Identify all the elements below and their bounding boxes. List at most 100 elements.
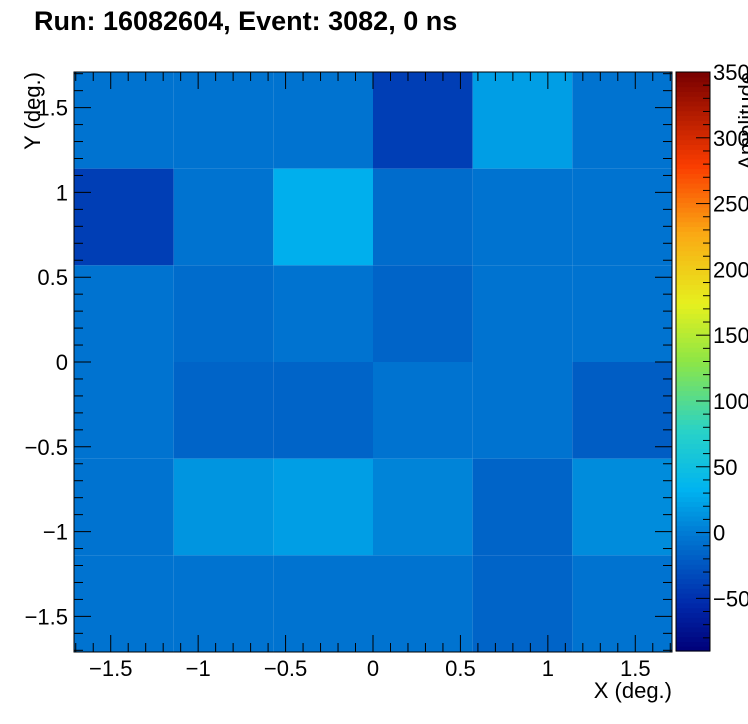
colorbar-segment <box>676 631 710 638</box>
colorbar-segment <box>676 467 710 474</box>
colorbar-segment <box>676 559 710 565</box>
colorbar-segment <box>676 308 710 314</box>
colorbar-segment <box>676 433 710 440</box>
y-tick-label: 1 <box>56 180 68 205</box>
colorbar-segment <box>676 129 710 136</box>
heatmap-cell <box>173 362 274 459</box>
heatmap-cell <box>173 168 274 266</box>
x-tick-label: 0 <box>367 656 379 681</box>
x-axis-title: X (deg.) <box>594 678 672 703</box>
colorbar-segment <box>676 163 710 170</box>
colorbar-segment <box>676 347 710 353</box>
colorbar-segment <box>676 144 710 150</box>
colorbar-segment <box>676 472 710 478</box>
colorbar-segment <box>676 371 710 377</box>
heatmap-cell <box>273 555 373 652</box>
colorbar-segment <box>676 525 710 531</box>
colorbar-segment <box>676 303 710 310</box>
x-tick-label: 1.5 <box>620 656 651 681</box>
x-axis-ticks: −1.5 −1 −0.5 0 0.5 1 1.5 <box>75 72 671 681</box>
y-axis-title: Y (deg.) <box>20 72 45 150</box>
heatmap-cell <box>572 458 672 556</box>
colorbar-segment <box>676 327 710 334</box>
colorbar-tick-label: 200 <box>713 257 748 282</box>
heatmap-cell <box>373 72 473 169</box>
colorbar-segment <box>676 91 710 97</box>
colorbar-segment <box>676 400 710 406</box>
colorbar-tick-label: −50 <box>713 586 748 611</box>
chart-title: Run: 16082604, Event: 3082, 0 ns <box>34 6 457 36</box>
y-axis-ticks: −1.5 −1 −0.5 0 0.5 1 1.5 <box>25 73 672 651</box>
x-tick-label: 0.5 <box>445 656 476 681</box>
colorbar-segment <box>676 134 710 141</box>
colorbar-segment <box>676 313 710 319</box>
colorbar-segment <box>676 520 710 527</box>
colorbar-segment <box>676 226 710 232</box>
x-tick-label: −0.5 <box>264 656 307 681</box>
colorbar-segment <box>676 361 710 367</box>
colorbar-segment <box>676 443 710 449</box>
colorbar-segment <box>676 462 710 469</box>
colorbar-segment <box>676 622 710 628</box>
colorbar-tick-label: 50 <box>713 455 737 480</box>
colorbar-segment <box>676 96 710 102</box>
colorbar-segment <box>676 530 710 536</box>
colorbar-segment <box>676 641 710 647</box>
colorbar-segment <box>676 385 710 392</box>
colorbar-segment <box>676 366 710 372</box>
colorbar-segment <box>676 544 710 551</box>
heatmap-cells <box>74 72 672 652</box>
y-tick-label: −1.5 <box>25 604 68 629</box>
colorbar-segment <box>676 158 710 165</box>
colorbar-segment <box>676 419 710 425</box>
colorbar-segment <box>676 549 710 556</box>
colorbar-segment <box>676 429 710 435</box>
colorbar-segment <box>676 318 710 324</box>
heatmap-cell <box>74 168 174 266</box>
colorbar-segment <box>676 100 710 107</box>
colorbar-segment <box>676 216 710 223</box>
colorbar-segment <box>676 81 710 88</box>
colorbar-segment <box>676 207 710 213</box>
colorbar-segment <box>676 564 710 570</box>
colorbar-segment <box>676 448 710 454</box>
colorbar-segment <box>676 289 710 295</box>
colorbar-segment <box>676 511 710 517</box>
heatmap-cell <box>472 458 573 556</box>
colorbar-segment <box>676 139 710 145</box>
colorbar: −50 0 50 100 150 200 250 300 350 <box>675 60 748 652</box>
colorbar-tick-label: 0 <box>713 521 725 546</box>
colorbar-segment <box>676 202 710 208</box>
y-tick-label: −1 <box>43 520 68 545</box>
colorbar-segment <box>676 626 710 633</box>
colorbar-segment <box>676 120 710 126</box>
colorbar-tick-label: 250 <box>713 192 748 217</box>
heatmap-cell <box>74 362 174 459</box>
heatmap-cell <box>572 265 672 362</box>
colorbar-segment <box>676 568 710 575</box>
heatmap-cell <box>572 168 672 266</box>
y-tick-label: −0.5 <box>25 435 68 460</box>
colorbar-segment <box>676 535 710 541</box>
colorbar-segment <box>676 187 710 194</box>
heatmap-cell <box>373 555 473 652</box>
colorbar-segment <box>676 506 710 512</box>
colorbar-segment <box>676 496 710 503</box>
colorbar-segment <box>676 322 710 329</box>
colorbar-segment <box>676 269 710 276</box>
colorbar-segment <box>676 578 710 585</box>
heatmap-cell <box>273 458 373 556</box>
colorbar-segment <box>676 602 710 609</box>
colorbar-segment <box>676 110 710 117</box>
heatmap-cell <box>173 72 274 169</box>
colorbar-segment <box>676 221 710 227</box>
colorbar-segment <box>676 404 710 411</box>
colorbar-segment <box>676 192 710 199</box>
heatmap-cell <box>273 168 373 266</box>
colorbar-segment <box>676 395 710 401</box>
colorbar-segment <box>676 477 710 483</box>
colorbar-segment <box>676 154 710 160</box>
colorbar-segment <box>676 255 710 261</box>
colorbar-title: Amplitude <box>734 72 748 170</box>
